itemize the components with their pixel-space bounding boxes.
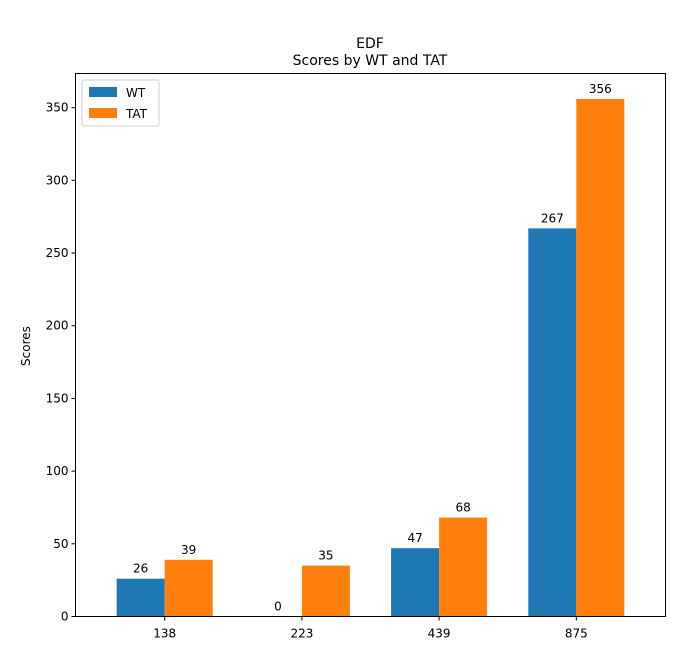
bar-value-label: 68 <box>455 501 470 515</box>
chart-title: EDF <box>356 36 384 52</box>
y-tick-label: 300 <box>46 173 69 187</box>
y-tick-label: 200 <box>46 319 69 333</box>
legend-swatch-tat <box>89 108 117 118</box>
bar-labels-group: 26 39 0 35 47 68 267 356 <box>133 82 612 614</box>
bar-value-label: 356 <box>589 82 612 96</box>
y-tick-label: 50 <box>53 537 68 551</box>
bar-value-label: 0 <box>274 600 282 614</box>
bar-value-label: 267 <box>541 211 564 225</box>
x-tick-label: 138 <box>153 627 176 641</box>
y-axis-label: Scores <box>19 326 33 366</box>
y-tick-label: 0 <box>61 610 69 624</box>
legend-swatch-wt <box>89 87 117 97</box>
x-tick-label: 439 <box>428 627 451 641</box>
legend-label-tat: TAT <box>125 107 148 121</box>
plot-frame <box>75 73 666 617</box>
bar-value-label: 35 <box>318 549 333 563</box>
bar-value-label: 47 <box>407 531 422 545</box>
y-tick-label: 100 <box>46 464 69 478</box>
legend: WT TAT <box>81 79 160 127</box>
x-tick-label: 875 <box>565 627 588 641</box>
y-tick-label: 350 <box>46 101 69 115</box>
legend-label-wt: WT <box>126 86 146 100</box>
bar-value-label: 26 <box>133 562 148 576</box>
bar-tat <box>576 98 625 617</box>
bar-value-label: 39 <box>181 543 196 557</box>
bar-tat <box>301 565 350 617</box>
bar-wt <box>391 548 440 617</box>
x-axis: 138 223 439 875 <box>153 616 588 641</box>
bar-wt <box>116 578 165 617</box>
bar-tat <box>439 517 488 617</box>
bar-tat <box>164 559 213 617</box>
y-tick-label: 150 <box>46 391 69 405</box>
y-tick-label: 250 <box>46 246 69 260</box>
bars-group <box>116 98 625 617</box>
y-axis: 0 50 100 150 200 250 300 350 <box>46 101 76 624</box>
bar-wt <box>528 228 577 617</box>
legend-box <box>81 79 160 127</box>
x-tick-label: 223 <box>290 627 313 641</box>
chart-subtitle: Scores by WT and TAT <box>293 53 448 69</box>
